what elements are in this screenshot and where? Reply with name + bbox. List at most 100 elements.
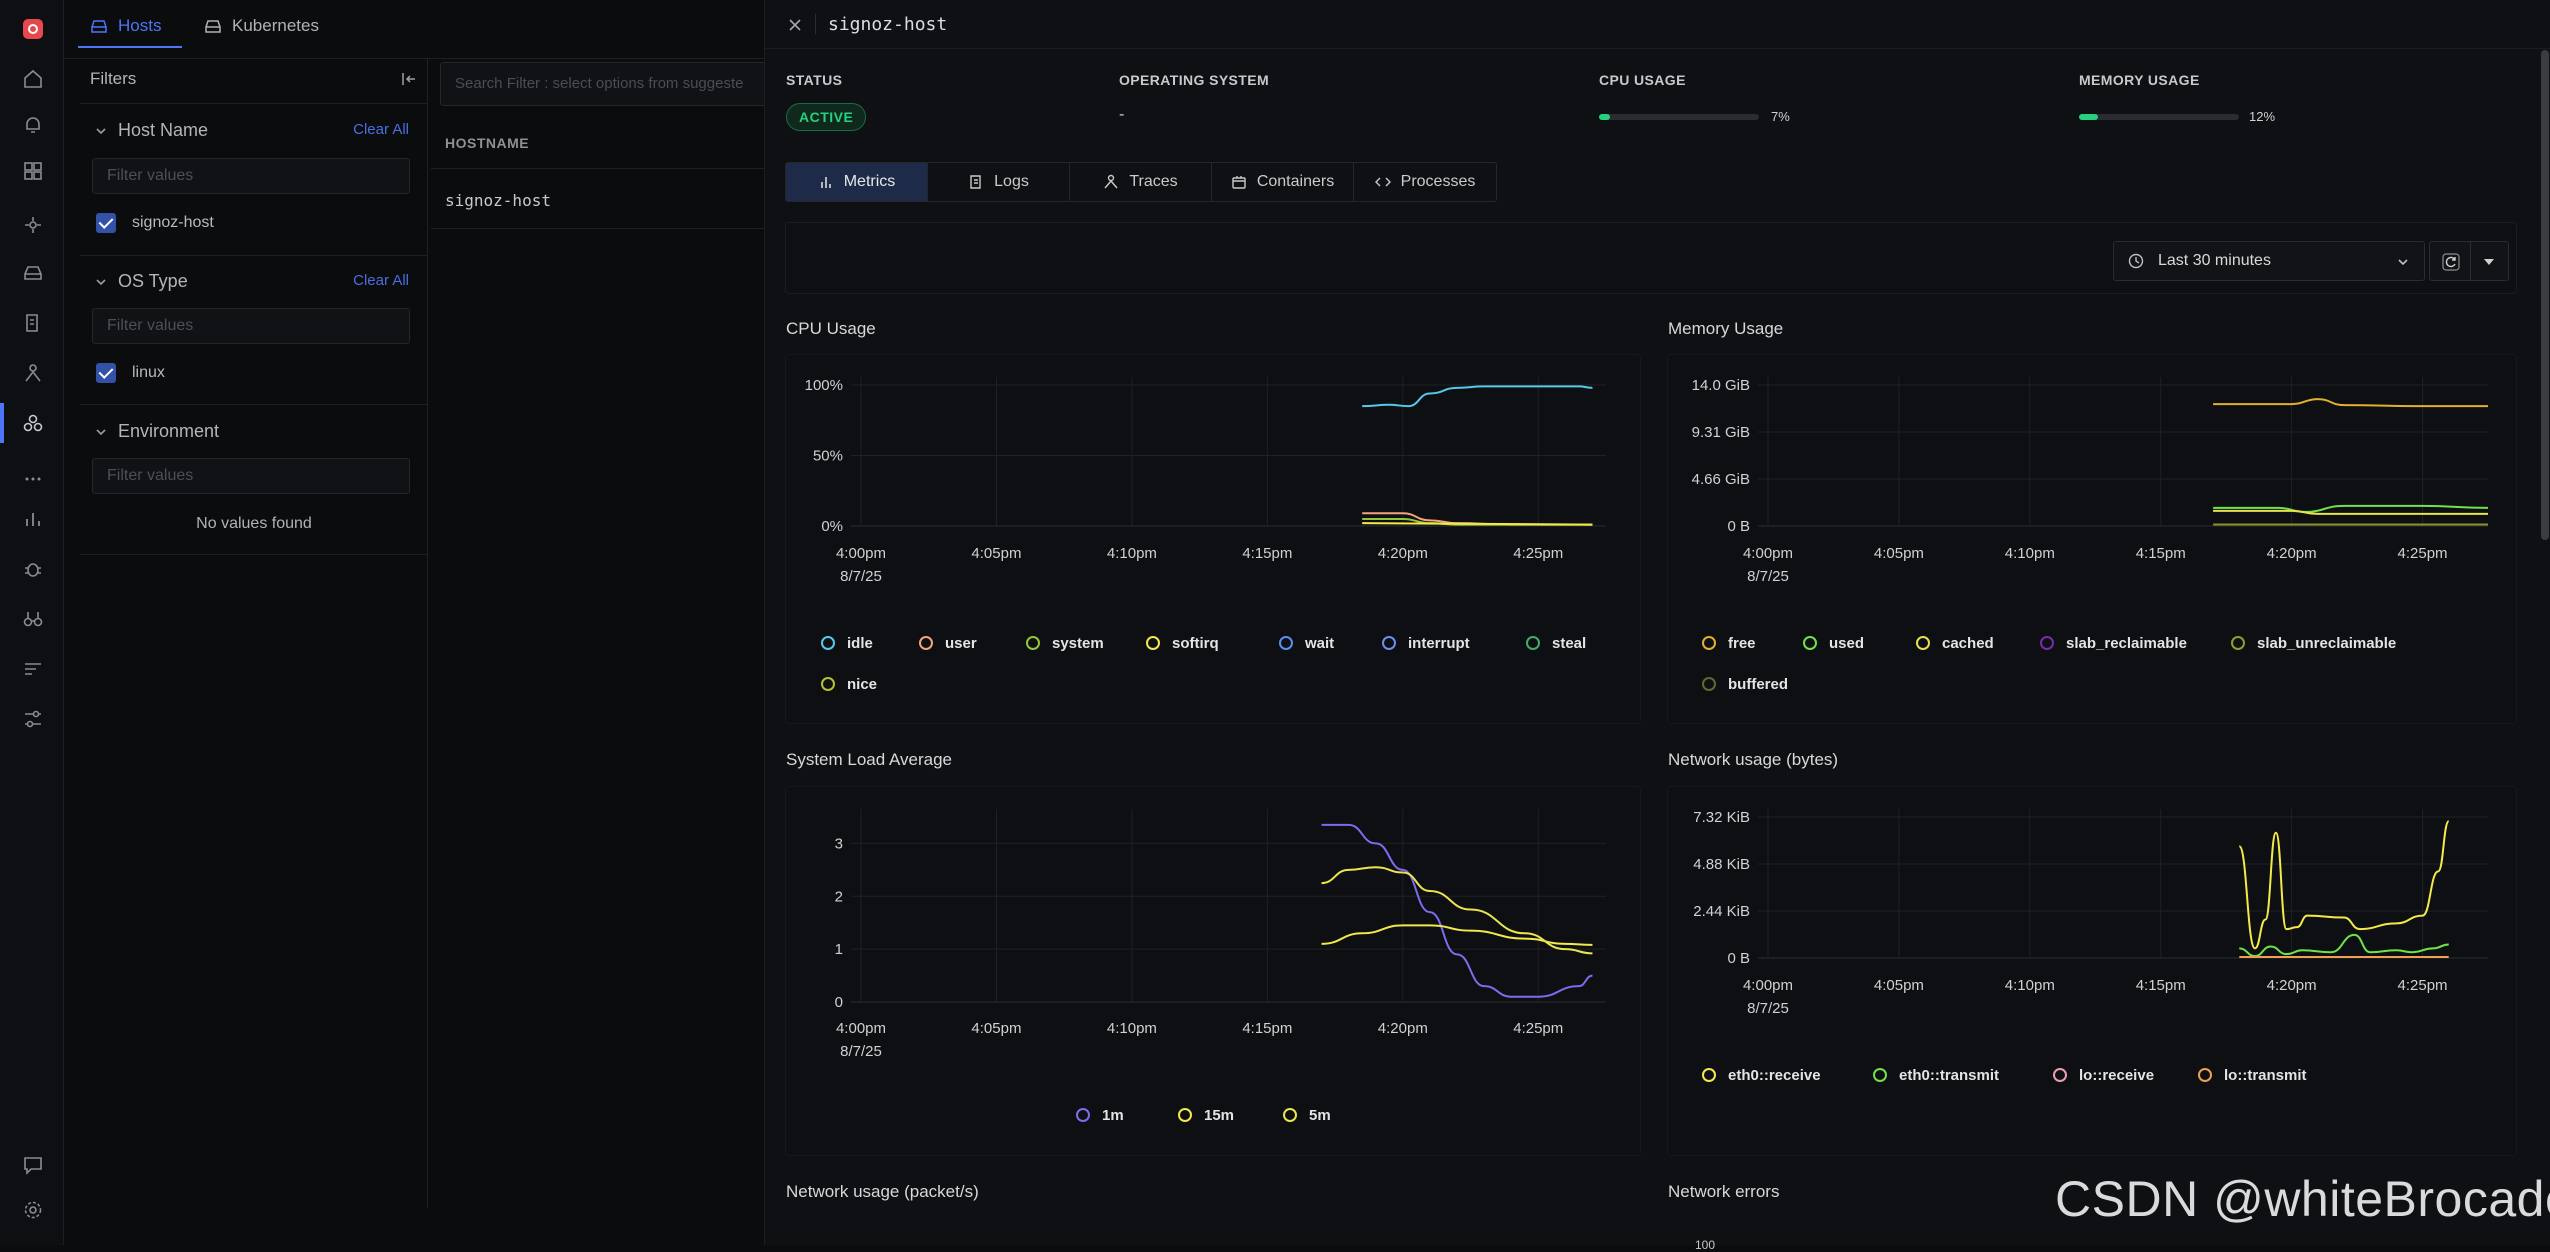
host-name-filter-input[interactable]: Filter values <box>92 158 410 194</box>
x-tick-label: 4:15pm <box>2136 545 2186 562</box>
os-type-clear-all[interactable]: Clear All <box>353 272 409 289</box>
tab-hosts[interactable]: Hosts <box>90 16 161 36</box>
metrics-icon[interactable] <box>22 508 44 530</box>
caret-down-icon[interactable] <box>2482 255 2496 269</box>
time-toolbar: Last 30 minutes <box>785 222 2517 294</box>
legend-label: interrupt <box>1408 635 1470 652</box>
series-line-softirq <box>1362 522 1593 526</box>
exceptions-icon[interactable] <box>22 558 44 580</box>
environment-filter-input[interactable]: Filter values <box>92 458 410 494</box>
logo-icon[interactable] <box>22 18 44 40</box>
legend-label: used <box>1829 635 1864 652</box>
filters-divider <box>80 103 428 104</box>
integrations-icon[interactable] <box>22 262 44 284</box>
refresh-button[interactable] <box>2429 241 2509 281</box>
home-icon[interactable] <box>22 68 44 90</box>
os-type-filter-input[interactable]: Filter values <box>92 308 410 344</box>
more-icon[interactable] <box>22 468 44 490</box>
tab-traces-label: Traces <box>1129 173 1178 190</box>
alerts-icon[interactable] <box>22 114 44 136</box>
logs-icon <box>970 175 981 189</box>
legend-item-steal[interactable]: steal <box>1526 635 1586 652</box>
legend-item-slab-reclaimable[interactable]: slab_reclaimable <box>2040 635 2187 652</box>
chevron-down-icon[interactable] <box>94 275 108 289</box>
clock-icon <box>2128 253 2144 269</box>
tab-containers[interactable]: Containers <box>1212 163 1354 201</box>
hosts-page: Hosts Kubernetes Search Filter : select … <box>64 0 780 1245</box>
series-line-idle <box>1362 385 1593 408</box>
legend-item-idle[interactable]: idle <box>821 635 873 652</box>
messages-icon[interactable] <box>22 1154 44 1176</box>
legend-item-15m[interactable]: 15m <box>1178 1107 1234 1124</box>
legend-item-eth0-transmit[interactable]: eth0::transmit <box>1873 1067 1999 1084</box>
time-range-select[interactable]: Last 30 minutes <box>2113 241 2425 281</box>
checkbox-checked[interactable] <box>96 363 116 383</box>
environment-label: Environment <box>118 421 220 441</box>
legend-marker <box>2198 1068 2212 1082</box>
x-tick-label: 4:15pm <box>1242 545 1292 562</box>
checkbox-checked[interactable] <box>96 213 116 233</box>
infra-icon[interactable] <box>22 412 44 434</box>
legend-marker <box>1026 636 1040 650</box>
x-tick-label: 4:10pm <box>1107 1020 1157 1037</box>
legend-item-used[interactable]: used <box>1803 635 1864 652</box>
x-tick-label: 4:00pm <box>1743 977 1793 994</box>
legend-item-1m[interactable]: 1m <box>1076 1107 1124 1124</box>
y-tick-label: 0% <box>821 518 843 535</box>
tab-kubernetes[interactable]: Kubernetes <box>204 16 319 36</box>
close-icon[interactable] <box>787 17 803 33</box>
os-type-option[interactable]: linux <box>96 363 165 383</box>
legend-label: user <box>945 635 977 652</box>
dashboards-icon[interactable] <box>22 160 44 182</box>
legend-item-cached[interactable]: cached <box>1916 635 1994 652</box>
tab-traces[interactable]: Traces <box>1070 163 1212 201</box>
load-chart-panel: 4:00pm 4:05pm 4:10pm 4:15pm 4:20pm 4:25pm 8/7/… <box>785 786 1641 1156</box>
tab-processes[interactable]: Processes <box>1354 163 1496 201</box>
legend-item-lo-transmit[interactable]: lo::transmit <box>2198 1067 2307 1084</box>
legend-label: 5m <box>1309 1107 1331 1124</box>
legend-item-user[interactable]: user <box>919 635 977 652</box>
explorer-icon[interactable] <box>22 608 44 630</box>
refresh-divider <box>2470 242 2471 280</box>
x-tick-label: 4:05pm <box>1874 977 1924 994</box>
section-divider <box>80 404 428 405</box>
series-line-5m <box>1321 866 1593 955</box>
traces-icon[interactable] <box>22 362 44 384</box>
x-tick-label: 4:25pm <box>1513 545 1563 562</box>
legend-item-eth0-receive[interactable]: eth0::receive <box>1702 1067 1821 1084</box>
settings-flow-icon[interactable] <box>22 708 44 730</box>
legend-marker <box>1382 636 1396 650</box>
legend-item-wait[interactable]: wait <box>1279 635 1334 652</box>
legend-item-buffered[interactable]: buffered <box>1702 676 1788 693</box>
tab-metrics[interactable]: Metrics <box>786 163 928 201</box>
services-icon[interactable] <box>22 214 44 236</box>
legend-item-interrupt[interactable]: interrupt <box>1382 635 1470 652</box>
x-date-label: 8/7/25 <box>840 568 882 585</box>
y-tick-label: 0 <box>835 994 843 1011</box>
chevron-down-icon[interactable] <box>94 124 108 138</box>
legend-item-free[interactable]: free <box>1702 635 1756 652</box>
legend-item-nice[interactable]: nice <box>821 676 877 693</box>
legend-marker <box>1873 1068 1887 1082</box>
legend-item-softirq[interactable]: softirq <box>1146 635 1219 652</box>
host-name-clear-all[interactable]: Clear All <box>353 121 409 138</box>
y-tick-label: 7.32 KiB <box>1693 809 1750 826</box>
legend-item-lo-receive[interactable]: lo::receive <box>2053 1067 2154 1084</box>
collapse-filters-icon[interactable] <box>400 70 418 88</box>
search-filter-input[interactable]: Search Filter : select options from sugg… <box>440 62 780 106</box>
tab-logs[interactable]: Logs <box>928 163 1070 201</box>
gear-icon[interactable] <box>22 1199 44 1221</box>
chevron-down-icon[interactable] <box>94 425 108 439</box>
legend-item-slab-unreclaimable[interactable]: slab_unreclaimable <box>2231 635 2396 652</box>
logs-icon[interactable] <box>22 312 44 334</box>
drawer-scrollbar[interactable] <box>2541 50 2549 540</box>
legend-item-system[interactable]: system <box>1026 635 1104 652</box>
x-tick-label: 4:15pm <box>1242 1020 1292 1037</box>
host-name-option[interactable]: signoz-host <box>96 213 214 233</box>
x-tick-label: 4:00pm <box>1743 545 1793 562</box>
table-row[interactable]: signoz-host <box>445 191 551 210</box>
legend-item-5m[interactable]: 5m <box>1283 1107 1331 1124</box>
pipelines-icon[interactable] <box>22 658 44 680</box>
y-tick-label: 14.0 GiB <box>1692 377 1750 394</box>
series-line-free <box>2213 398 2488 408</box>
